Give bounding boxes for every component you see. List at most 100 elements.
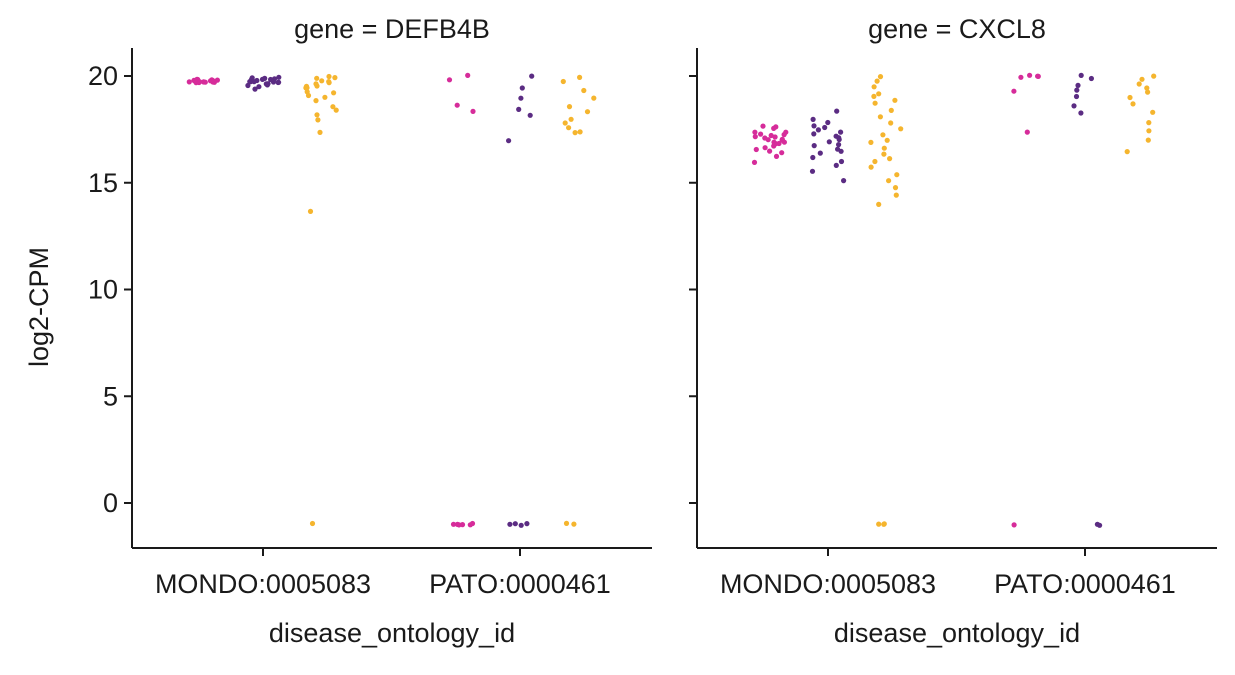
data-point	[886, 178, 892, 184]
data-point	[330, 104, 336, 110]
data-point	[506, 138, 512, 144]
x-axis-label: disease_ontology_id	[269, 618, 515, 648]
data-point	[259, 76, 266, 82]
data-point	[317, 129, 323, 135]
data-point	[872, 158, 878, 165]
data-point	[1027, 72, 1033, 78]
data-point	[524, 521, 530, 527]
data-point	[470, 108, 476, 114]
data-point	[309, 520, 316, 527]
data-point	[888, 107, 894, 113]
data-point	[247, 79, 253, 85]
panel-cxcl8: gene = CXCL8 MONDO:0005083 PATO:0000461 …	[689, 14, 1217, 648]
data-point	[826, 139, 832, 145]
data-point	[322, 94, 328, 100]
data-point	[1018, 74, 1024, 80]
data-point	[838, 129, 844, 135]
data-point	[201, 79, 207, 85]
data-point	[507, 521, 513, 527]
y-tick-label: 0	[103, 488, 118, 518]
data-point	[314, 75, 320, 81]
data-point	[838, 148, 844, 154]
data-point	[773, 153, 780, 159]
data-point	[1145, 89, 1151, 95]
data-point	[768, 132, 774, 139]
data-point	[577, 129, 583, 135]
data-point	[275, 79, 281, 86]
data-point	[1011, 88, 1017, 94]
data-point	[765, 137, 771, 143]
data-point	[1078, 72, 1084, 78]
data-point	[314, 112, 320, 118]
data-point	[876, 201, 882, 207]
data-point	[1151, 73, 1157, 79]
panel-title: gene = CXCL8	[868, 14, 1046, 44]
panel-title: gene = DEFB4B	[294, 14, 490, 44]
data-point	[314, 83, 320, 89]
data-point	[1127, 94, 1133, 101]
data-points	[186, 72, 597, 528]
data-point	[1071, 103, 1077, 109]
data-point	[581, 87, 587, 94]
data-point	[566, 125, 572, 131]
data-point	[194, 76, 200, 82]
data-point	[833, 162, 839, 168]
data-point	[446, 77, 453, 83]
x-ticks	[262, 548, 521, 556]
data-point	[898, 126, 904, 132]
data-point	[836, 142, 842, 148]
data-point	[767, 148, 773, 154]
data-point	[563, 520, 570, 527]
data-point	[518, 522, 524, 528]
data-point	[1035, 73, 1041, 79]
data-point	[1088, 75, 1094, 82]
data-point	[884, 137, 890, 143]
data-point	[333, 107, 339, 113]
data-point	[871, 84, 877, 90]
data-point	[841, 178, 847, 184]
data-point	[1146, 120, 1152, 126]
data-point	[1075, 82, 1081, 88]
x-tick-label-0: MONDO:0005083	[720, 569, 936, 599]
data-point	[459, 522, 466, 528]
data-point	[773, 124, 779, 130]
data-point	[815, 127, 822, 133]
y-tick-label: 15	[88, 168, 118, 198]
data-point	[519, 85, 525, 91]
data-point	[305, 92, 312, 99]
data-point	[591, 95, 597, 101]
data-point	[894, 172, 900, 178]
y-tick-label: 5	[103, 381, 118, 411]
y-tick-label: 10	[88, 275, 118, 305]
data-point	[881, 145, 887, 151]
data-point	[518, 95, 524, 101]
data-point	[527, 112, 533, 118]
data-point	[877, 74, 884, 80]
data-point	[1139, 76, 1145, 82]
data-point	[263, 81, 269, 87]
y-tick-label: 20	[88, 61, 118, 91]
data-point	[245, 82, 251, 89]
data-point	[186, 79, 192, 85]
data-point	[566, 104, 573, 110]
data-point	[811, 123, 817, 129]
data-point	[313, 98, 319, 104]
data-point	[572, 130, 578, 136]
data-point	[825, 119, 831, 126]
data-point	[450, 521, 457, 527]
data-point	[1150, 109, 1156, 115]
data-point	[810, 116, 816, 122]
data-point	[810, 154, 816, 161]
data-point	[868, 139, 874, 145]
data-point	[772, 134, 778, 140]
data-point	[268, 76, 274, 83]
data-point	[319, 78, 325, 84]
data-point	[834, 108, 840, 114]
data-point	[315, 117, 321, 123]
data-point	[877, 114, 884, 120]
data-point	[836, 135, 842, 141]
data-point	[1146, 128, 1152, 134]
data-point	[868, 164, 874, 170]
data-point	[1078, 110, 1084, 116]
